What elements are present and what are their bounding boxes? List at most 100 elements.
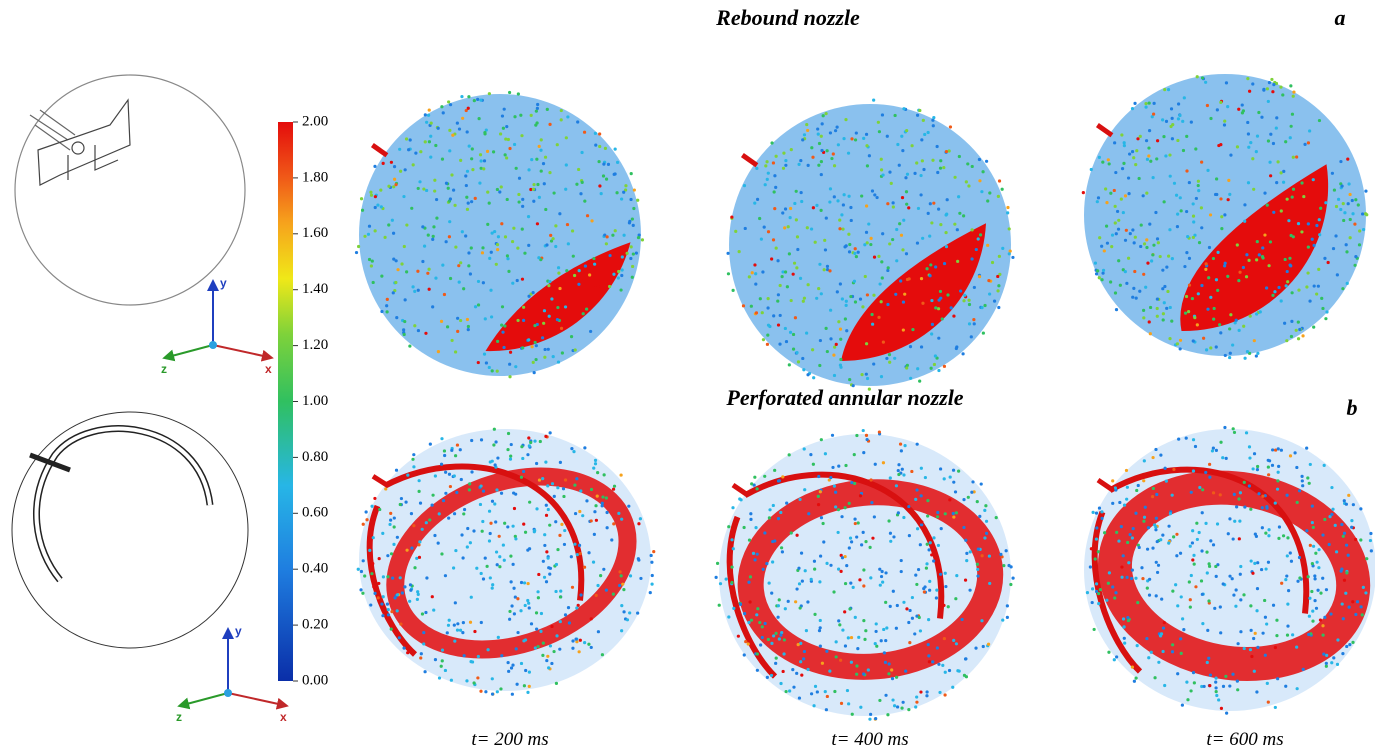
particle [382, 162, 385, 165]
particle [572, 450, 575, 453]
particle [1254, 632, 1257, 635]
particle [817, 475, 820, 478]
particle [999, 553, 1002, 556]
particle [780, 546, 783, 549]
particle [911, 328, 914, 331]
particle [949, 125, 952, 128]
particle [581, 514, 584, 517]
particle [1200, 161, 1203, 164]
particle [795, 351, 798, 354]
particle [391, 219, 394, 222]
particle [1300, 475, 1303, 478]
particle [1111, 234, 1114, 237]
particle [590, 219, 593, 222]
particle [413, 290, 416, 293]
particle [772, 238, 775, 241]
particle [749, 512, 752, 515]
particle [1231, 577, 1234, 580]
particle [593, 263, 596, 266]
particle [1323, 464, 1326, 467]
particle [862, 619, 865, 622]
particle [411, 458, 414, 461]
particle [848, 607, 851, 610]
particle [442, 499, 445, 502]
particle [1183, 96, 1186, 99]
particle [1347, 202, 1350, 205]
particle [1126, 541, 1129, 544]
particle [774, 662, 777, 665]
particle [382, 595, 385, 598]
particle [1115, 232, 1118, 235]
particle [1231, 343, 1234, 346]
particle [763, 226, 766, 229]
particle [1251, 157, 1254, 160]
particle [850, 219, 853, 222]
particle [1156, 297, 1159, 300]
particle [1111, 479, 1114, 482]
particle [377, 582, 380, 585]
particle [533, 324, 536, 327]
particle [1125, 576, 1128, 579]
particle [1124, 270, 1127, 273]
colorbar [278, 122, 293, 681]
particle [1201, 511, 1204, 514]
particle [1346, 158, 1349, 161]
particle [1140, 566, 1143, 569]
particle [459, 159, 462, 162]
particle [521, 198, 524, 201]
particle [1194, 445, 1197, 448]
particle [1145, 139, 1148, 142]
particle [1207, 276, 1210, 279]
particle [949, 475, 952, 478]
particle [847, 636, 850, 639]
particle [1120, 565, 1123, 568]
particle [819, 645, 822, 648]
particle [425, 521, 428, 524]
particle [1147, 526, 1150, 529]
particle [527, 338, 530, 341]
particle [798, 582, 801, 585]
particle [1157, 241, 1160, 244]
particle [1215, 193, 1218, 196]
particle [841, 556, 844, 559]
particle [898, 222, 901, 225]
particle [486, 648, 489, 651]
particle [988, 191, 991, 194]
particle [953, 223, 956, 226]
particle [1005, 549, 1008, 552]
particle [748, 600, 751, 603]
particle [1321, 577, 1324, 580]
particle [750, 305, 753, 308]
particle [599, 285, 602, 288]
particle [369, 191, 372, 194]
nozzle [733, 485, 748, 495]
particle [1302, 195, 1305, 198]
particle [855, 535, 858, 538]
particle [749, 575, 752, 578]
particle [1108, 162, 1111, 165]
particle [478, 181, 481, 184]
particle [976, 563, 979, 566]
particle [804, 569, 807, 572]
particle [767, 297, 770, 300]
particle [488, 257, 491, 260]
particle [1260, 116, 1263, 119]
particle [1114, 486, 1117, 489]
particle [848, 546, 851, 549]
particle [1215, 694, 1218, 697]
particle [1298, 489, 1301, 492]
particle [507, 661, 510, 664]
particle [393, 165, 396, 168]
particle [548, 280, 551, 283]
particle [892, 590, 895, 593]
particle [1197, 184, 1200, 187]
particle [1185, 251, 1188, 254]
particle [829, 476, 832, 479]
particle [754, 282, 757, 285]
particle [818, 142, 821, 145]
particle [470, 200, 473, 203]
particle [547, 666, 550, 669]
particle [1198, 486, 1201, 489]
particle [749, 518, 752, 521]
particle [1358, 229, 1361, 232]
